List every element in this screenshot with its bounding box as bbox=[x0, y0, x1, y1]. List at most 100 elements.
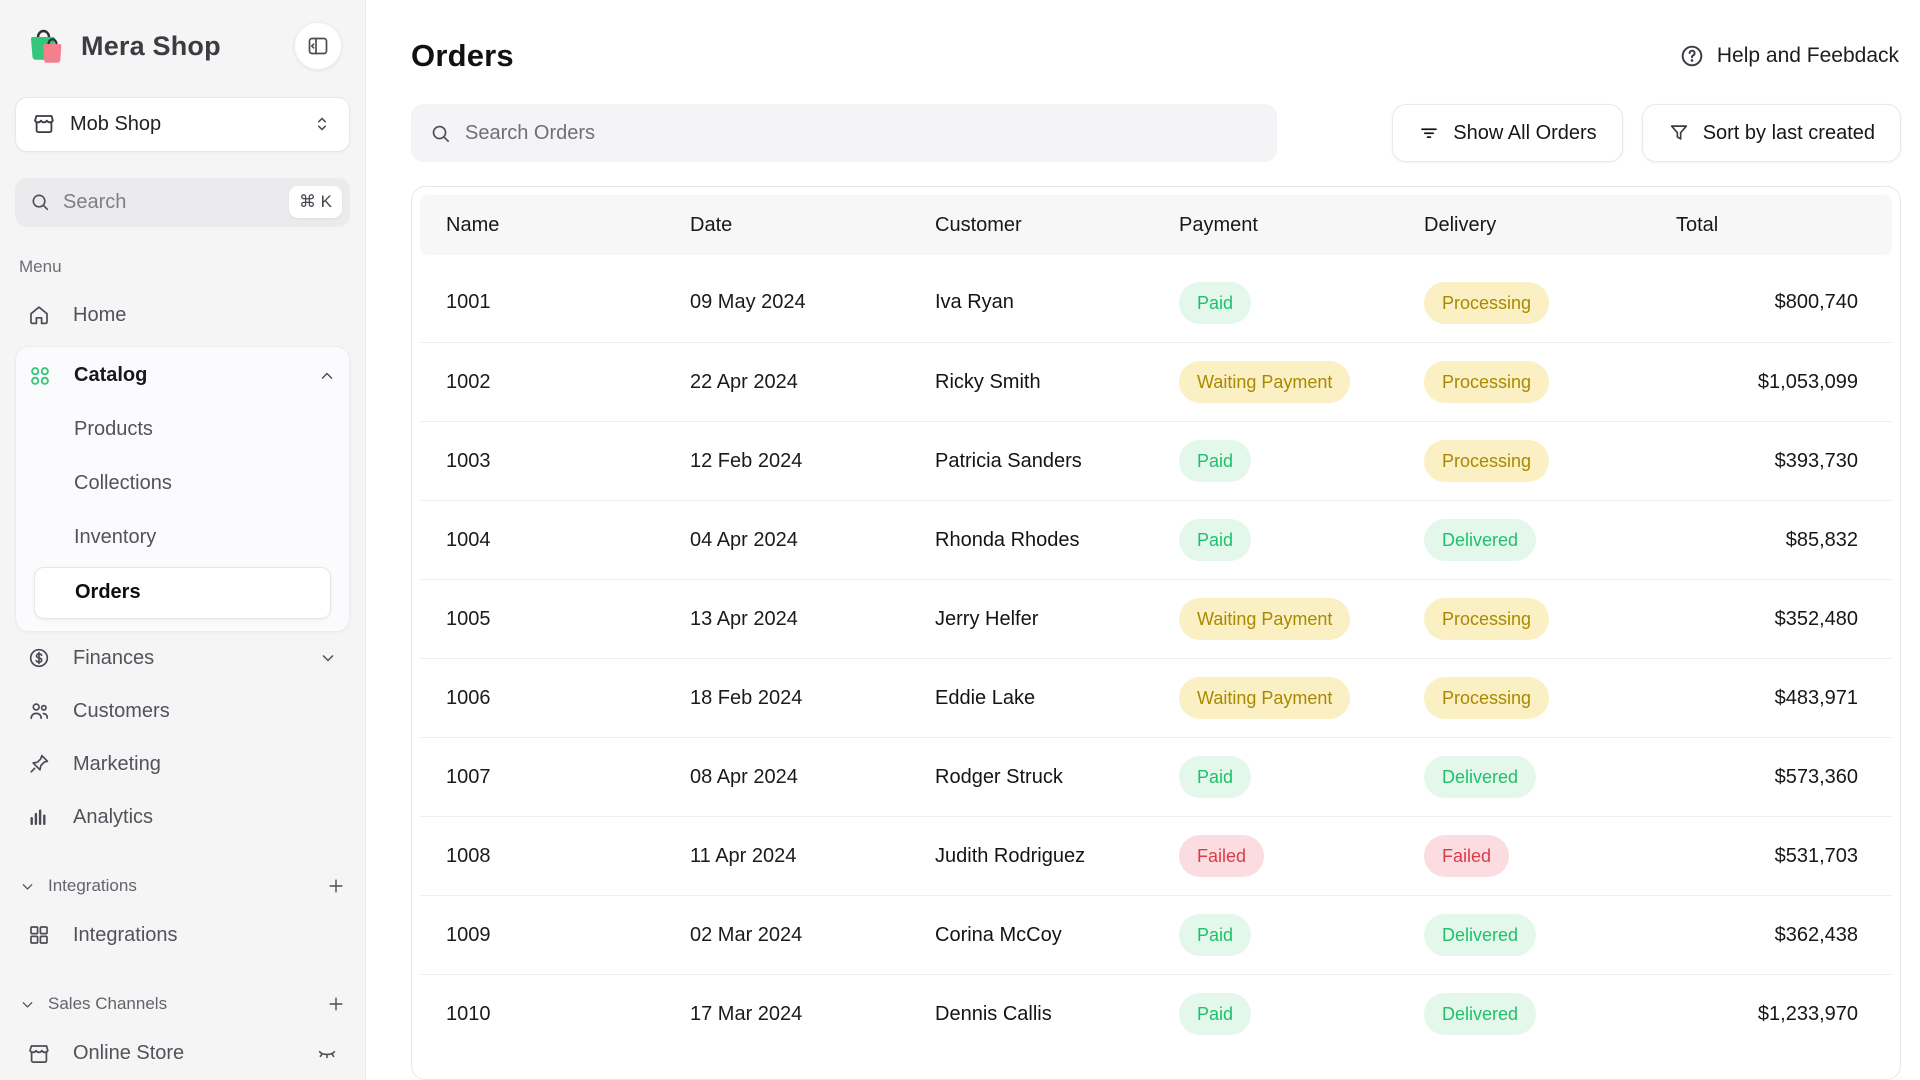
order-customer-cell: Rodger Struck bbox=[935, 765, 1063, 788]
show-all-orders-button[interactable]: Show All Orders bbox=[1392, 104, 1623, 162]
search-icon bbox=[429, 122, 452, 145]
sales-channels-section-header[interactable]: Sales Channels bbox=[19, 988, 346, 1021]
payment-status-badge: Waiting Payment bbox=[1179, 361, 1351, 403]
order-date-cell: 08 Apr 2024 bbox=[690, 765, 798, 788]
order-row[interactable]: 1010 17 Mar 2024 Dennis Callis Paid Deli… bbox=[420, 974, 1892, 1053]
order-delivery-cell: Delivered bbox=[1424, 519, 1676, 561]
sidebar-item-integrations[interactable]: Integrations bbox=[15, 909, 350, 962]
sidebar-item-products[interactable]: Products bbox=[74, 418, 153, 441]
search-orders-input[interactable]: Search Orders bbox=[411, 104, 1277, 162]
delivery-status-badge: Failed bbox=[1424, 835, 1510, 877]
sidebar-item-collections[interactable]: Collections bbox=[74, 472, 172, 495]
payment-status-badge: Failed bbox=[1179, 835, 1265, 877]
column-header-total: Total bbox=[1676, 213, 1719, 236]
orders-toolbar: Search Orders Show All Orders Sort by la… bbox=[411, 104, 1901, 162]
order-payment-cell: Failed bbox=[1179, 835, 1424, 877]
order-row[interactable]: 1008 11 Apr 2024 Judith Rodriguez Failed… bbox=[420, 816, 1892, 895]
order-customer-cell: Iva Ryan bbox=[935, 291, 1014, 313]
sort-by-last-created-button[interactable]: Sort by last created bbox=[1641, 104, 1901, 162]
order-delivery-cell: Failed bbox=[1424, 835, 1676, 877]
sort-by-last-created-label: Sort by last created bbox=[1702, 121, 1875, 144]
orders-table-body: 1001 09 May 2024 Iva Ryan Paid Processin… bbox=[412, 263, 1900, 1053]
order-payment-cell: Paid bbox=[1179, 914, 1424, 956]
sidebar-item-marketing[interactable]: Marketing bbox=[15, 738, 350, 791]
sidebar-item-inventory[interactable]: Inventory bbox=[74, 526, 157, 549]
storefront-icon bbox=[32, 112, 56, 136]
delivery-status-badge: Processing bbox=[1424, 677, 1550, 719]
sidebar-item-label: Finances bbox=[73, 646, 155, 669]
order-date-cell: 02 Mar 2024 bbox=[690, 923, 803, 946]
sidebar-search-input[interactable]: Search ⌘ K bbox=[15, 177, 350, 227]
order-date-cell: 12 Feb 2024 bbox=[690, 449, 803, 472]
payment-status-badge: Paid bbox=[1179, 914, 1252, 956]
order-total-cell: $800,740 bbox=[1774, 291, 1858, 313]
order-name-cell: 1001 bbox=[446, 291, 491, 313]
sidebar-item-home[interactable]: Home bbox=[15, 289, 350, 342]
order-payment-cell: Paid bbox=[1179, 993, 1424, 1035]
order-row[interactable]: 1002 22 Apr 2024 Ricky Smith Waiting Pay… bbox=[420, 342, 1892, 421]
chevron-up-down-icon bbox=[311, 113, 333, 135]
question-circle-icon bbox=[1679, 43, 1705, 69]
order-total-cell: $352,480 bbox=[1774, 607, 1858, 630]
order-row[interactable]: 1006 18 Feb 2024 Eddie Lake Waiting Paym… bbox=[420, 658, 1892, 737]
order-customer-cell: Patricia Sanders bbox=[935, 449, 1082, 472]
order-row[interactable]: 1003 12 Feb 2024 Patricia Sanders Paid P… bbox=[420, 421, 1892, 500]
payment-status-badge: Waiting Payment bbox=[1179, 598, 1351, 640]
menu-section-label: Menu bbox=[19, 256, 62, 276]
order-customer-cell: Corina McCoy bbox=[935, 923, 1062, 946]
people-icon bbox=[27, 699, 51, 723]
help-and-feedback-link[interactable]: Help and Feebdack bbox=[1679, 43, 1901, 69]
sidebar-item-online-store[interactable]: Online Store bbox=[15, 1027, 350, 1080]
store-selector[interactable]: Mob Shop bbox=[15, 96, 350, 152]
section-label: Sales Channels bbox=[48, 994, 168, 1014]
order-customer-cell: Rhonda Rhodes bbox=[935, 528, 1080, 551]
order-payment-cell: Waiting Payment bbox=[1179, 677, 1424, 719]
order-row[interactable]: 1004 04 Apr 2024 Rhonda Rhodes Paid Deli… bbox=[420, 500, 1892, 579]
order-delivery-cell: Processing bbox=[1424, 361, 1676, 403]
sidebar-search-placeholder: Search bbox=[63, 190, 127, 213]
column-header-customer: Customer bbox=[935, 213, 1022, 236]
order-payment-cell: Waiting Payment bbox=[1179, 598, 1424, 640]
section-label: Integrations bbox=[48, 876, 137, 896]
sidebar-item-finances[interactable]: Finances bbox=[15, 632, 350, 685]
sidebar-item-catalog[interactable]: Catalog bbox=[16, 349, 349, 403]
add-integration-button[interactable] bbox=[326, 876, 346, 896]
order-delivery-cell: Processing bbox=[1424, 677, 1676, 719]
app-logo-row: Mera Shop bbox=[15, 18, 350, 75]
order-customer-cell: Ricky Smith bbox=[935, 370, 1041, 393]
search-shortcut-badge: ⌘ K bbox=[288, 186, 342, 219]
payment-status-badge: Paid bbox=[1179, 281, 1252, 324]
search-orders-placeholder: Search Orders bbox=[465, 121, 596, 144]
delivery-status-badge: Delivered bbox=[1424, 914, 1537, 956]
sidebar-item-analytics[interactable]: Analytics bbox=[15, 791, 350, 844]
order-row[interactable]: 1005 13 Apr 2024 Jerry Helfer Waiting Pa… bbox=[420, 579, 1892, 658]
funnel-icon bbox=[1668, 122, 1690, 144]
order-customer-cell: Eddie Lake bbox=[935, 686, 1036, 709]
payment-status-badge: Paid bbox=[1179, 440, 1252, 482]
delivery-status-badge: Delivered bbox=[1424, 519, 1537, 561]
page-title: Orders bbox=[411, 38, 514, 73]
order-customer-cell: Dennis Callis bbox=[935, 1002, 1052, 1025]
order-name-cell: 1008 bbox=[446, 844, 491, 867]
order-row[interactable]: 1007 08 Apr 2024 Rodger Struck Paid Deli… bbox=[420, 737, 1892, 816]
order-row[interactable]: 1001 09 May 2024 Iva Ryan Paid Processin… bbox=[420, 263, 1892, 342]
eye-closed-icon bbox=[316, 1043, 338, 1065]
integrations-section-header[interactable]: Integrations bbox=[19, 870, 346, 903]
order-date-cell: 18 Feb 2024 bbox=[690, 686, 803, 709]
order-row[interactable]: 1009 02 Mar 2024 Corina McCoy Paid Deliv… bbox=[420, 895, 1892, 974]
sidebar-item-orders-active[interactable]: Orders bbox=[34, 566, 331, 619]
order-customer-cell: Jerry Helfer bbox=[935, 607, 1039, 630]
main-content: Orders Help and Feebdack Search Orders bbox=[366, 0, 1920, 1080]
order-payment-cell: Paid bbox=[1179, 756, 1424, 798]
order-payment-cell: Paid bbox=[1179, 440, 1424, 482]
add-sales-channel-button[interactable] bbox=[326, 994, 346, 1014]
sidebar-collapse-button[interactable] bbox=[294, 22, 342, 71]
chevron-down-icon bbox=[318, 648, 338, 668]
sidebar-item-label: Catalog bbox=[74, 364, 148, 387]
filter-lines-icon bbox=[1418, 122, 1440, 144]
sidebar-item-customers[interactable]: Customers bbox=[15, 685, 350, 738]
order-name-cell: 1010 bbox=[446, 1002, 491, 1025]
catalog-group: Catalog Products Collections Inventory O… bbox=[15, 345, 350, 632]
order-total-cell: $1,233,970 bbox=[1757, 1002, 1858, 1025]
order-name-cell: 1004 bbox=[446, 528, 491, 551]
